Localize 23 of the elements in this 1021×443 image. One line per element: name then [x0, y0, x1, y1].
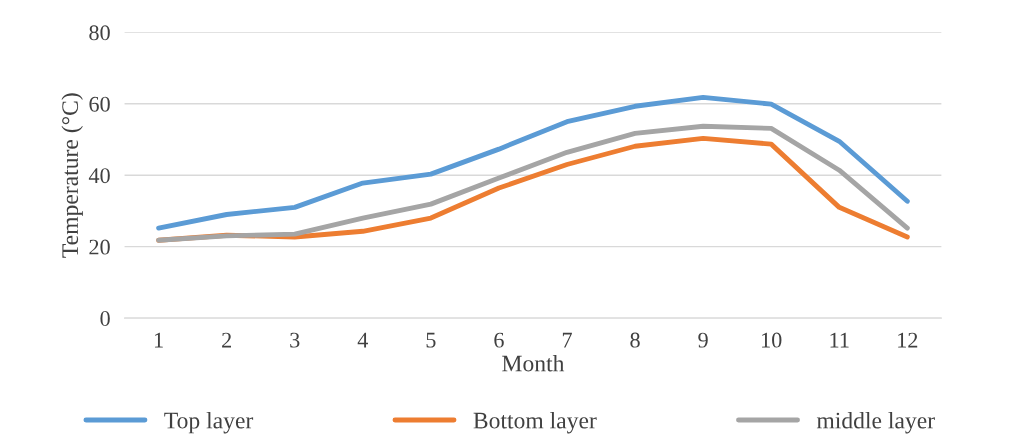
x-tick-label: 4: [357, 332, 368, 348]
y-tick-label: 60: [89, 96, 110, 112]
x-tick-label: 9: [698, 332, 708, 348]
legend-label: Top layer: [164, 411, 254, 434]
x-tick-label: 6: [494, 332, 504, 348]
x-tick-label: 12: [898, 332, 918, 348]
x-tick-label: 8: [630, 332, 640, 348]
x-tick-label: 7: [562, 332, 572, 348]
x-axis-title: Month: [502, 354, 565, 372]
x-tick-label: 11: [830, 332, 849, 348]
legend-label: Bottom layer: [473, 411, 597, 434]
y-tick-label: 0: [100, 311, 110, 326]
y-tick-label: 80: [89, 25, 110, 41]
x-tick-label: 10: [762, 332, 782, 348]
y-tick-label: 20: [89, 239, 110, 255]
x-tick-label: 5: [426, 332, 436, 348]
x-tick-label: 1: [154, 332, 163, 348]
y-tick-label: 40: [88, 168, 110, 184]
legend-label: middle layer: [816, 411, 935, 434]
y-axis-title: Temperature (°C): [61, 93, 83, 258]
x-tick-label: 2: [222, 332, 231, 348]
x-tick-label: 3: [290, 332, 300, 348]
line-series: [156, 94, 910, 231]
